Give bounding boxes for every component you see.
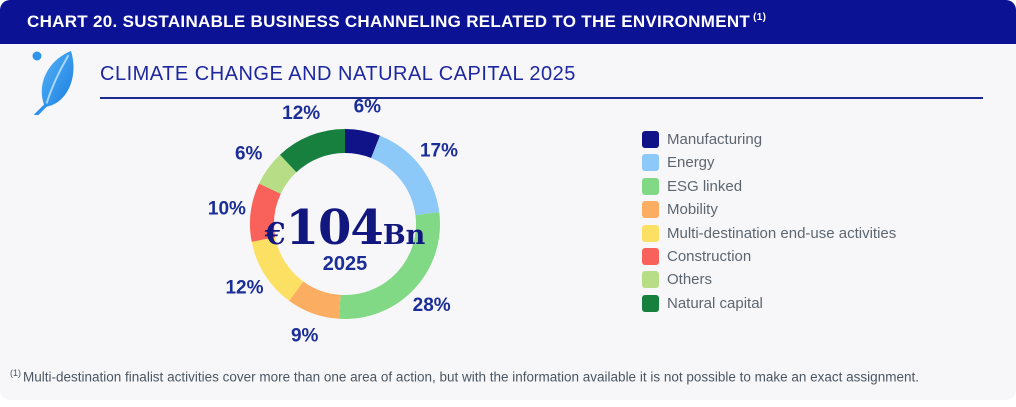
legend-label-others: Others — [667, 271, 713, 289]
donut-center-year: 2025 — [323, 253, 368, 275]
chart-header-bar: CHART 20. SUSTAINABLE BUSINESS CHANNELIN… — [0, 0, 1016, 44]
legend-item-manufacturing: Manufacturing — [642, 131, 896, 148]
donut-center-value: €104Bn — [264, 200, 426, 256]
segment-value-label-multi-destination-end-use-activities: 12% — [225, 277, 263, 298]
chart-legend: Manufacturing Energy ESG linked Mobility Mul… — [642, 131, 896, 318]
donut-segment-natural-capital — [279, 129, 345, 173]
donut-chart: 6% 17% 28% 9% 12% 10% 6% 12% €104Bn 2025 — [208, 97, 458, 347]
segment-value-label-energy: 17% — [420, 141, 458, 162]
legend-swatch-natural-capital — [642, 294, 659, 312]
segment-value-label-construction: 10% — [208, 199, 246, 220]
legend-label-manufacturing: Manufacturing — [667, 131, 763, 148]
segment-value-label-mobility: 9% — [291, 326, 319, 347]
legend-swatch-esg-linked — [642, 177, 659, 195]
chart-footnote: (1) Multi-destination finalist activities… — [10, 368, 1010, 385]
segment-value-label-natural-capital: 12% — [282, 103, 320, 124]
donut-segment-construction — [249, 183, 281, 242]
title-underline — [100, 97, 983, 99]
legend-item-others: Others — [642, 271, 896, 289]
legend-item-energy: Energy — [642, 154, 896, 172]
legend-item-mobility: Mobility — [642, 201, 896, 219]
donut-segments — [249, 129, 440, 319]
legend-swatch-mobility — [642, 201, 659, 219]
legend-label-natural-capital: Natural capital — [667, 294, 763, 312]
chart-header-title-text: CHART 20. SUSTAINABLE BUSINESS CHANNELIN… — [27, 12, 751, 31]
footnote-text: Multi-destination finalist activities co… — [23, 369, 919, 385]
section-title: CLIMATE CHANGE AND NATURAL CAPITAL 2025 — [100, 63, 576, 85]
donut-segment-esg-linked — [339, 212, 440, 319]
donut-segment-energy — [371, 135, 440, 216]
donut-value-labels: 6% 17% 28% 9% 12% 10% 6% 12% — [208, 97, 458, 347]
center-currency: € — [264, 217, 286, 252]
center-amount: 104 — [286, 200, 383, 256]
legend-item-multi-destination-end-use-activities: Multi-destination end-use activities — [642, 224, 897, 242]
donut-segment-others — [259, 154, 297, 194]
segment-value-label-others: 6% — [235, 144, 263, 165]
header-footnote-marker: (1) — [753, 12, 767, 24]
legend-label-construction: Construction — [667, 247, 752, 265]
donut-segment-manufacturing — [345, 129, 380, 158]
legend-swatch-energy — [642, 154, 659, 172]
legend-label-energy: Energy — [667, 154, 715, 172]
legend-item-construction: Construction — [642, 247, 896, 265]
segment-value-label-esg-linked: 28% — [413, 295, 451, 316]
legend-swatch-construction — [642, 247, 659, 265]
footnote-marker: (1) — [10, 368, 21, 378]
chart-header-title: CHART 20. SUSTAINABLE BUSINESS CHANNELIN… — [27, 12, 766, 32]
leaf-icon — [24, 47, 94, 117]
legend-label-mobility: Mobility — [667, 201, 718, 219]
legend-label-multi-destination-end-use-activities: Multi-destination end-use activities — [667, 224, 897, 242]
legend-item-esg-linked: ESG linked — [642, 177, 896, 195]
legend-item-natural-capital: Natural capital — [642, 294, 896, 312]
legend-swatch-manufacturing — [642, 131, 659, 148]
donut-segment-multi-destination-end-use-activities — [251, 237, 304, 301]
donut-segment-mobility — [289, 281, 341, 319]
legend-swatch-others — [642, 271, 659, 289]
segment-value-label-manufacturing: 6% — [354, 97, 382, 118]
legend-swatch-multi-destination-end-use-activities — [642, 224, 659, 242]
legend-label-esg-linked: ESG linked — [667, 177, 743, 195]
center-unit: Bn — [383, 220, 426, 251]
